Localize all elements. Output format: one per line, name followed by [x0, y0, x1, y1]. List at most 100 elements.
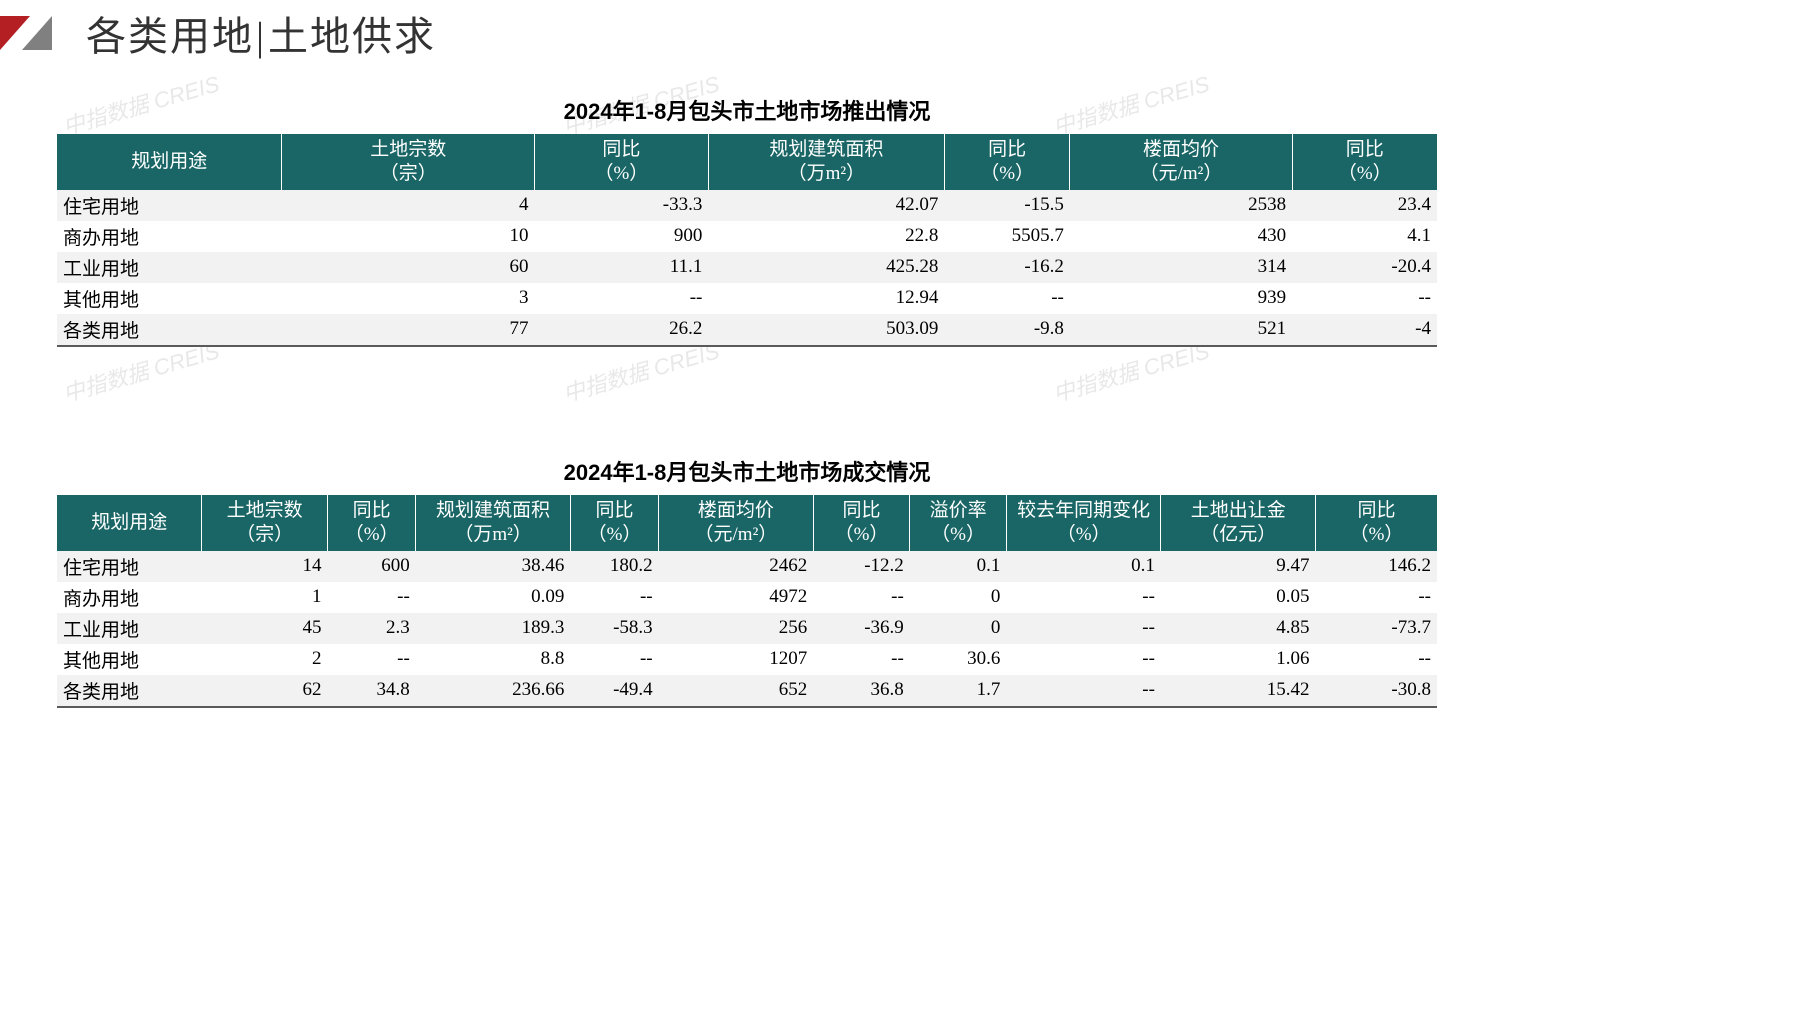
cell-value: -49.4	[570, 675, 658, 707]
cell-value: --	[327, 582, 415, 613]
cell-value: 62	[202, 675, 328, 707]
cell-value: 1.06	[1161, 644, 1316, 675]
column-header: 同比（%）	[570, 495, 658, 551]
cell-value: --	[813, 644, 910, 675]
column-header-line1: 同比	[988, 139, 1026, 160]
column-header: 溢价率（%）	[910, 495, 1007, 551]
table-header-row: 规划用途土地宗数（宗）同比（%）规划建筑面积（万m²）同比（%）楼面均价（元/m…	[57, 495, 1437, 551]
column-header-line1: 规划用途	[131, 151, 207, 172]
column-header-line1: 规划建筑面积	[769, 139, 883, 160]
column-header: 较去年同期变化（%）	[1006, 495, 1161, 551]
cell-value: 12.94	[708, 283, 944, 314]
cell-value: 0	[910, 613, 1007, 644]
cell-value: --	[1292, 283, 1437, 314]
column-header-line2: （%）	[816, 523, 908, 547]
cell-value: 256	[659, 613, 814, 644]
cell-value: 503.09	[708, 314, 944, 346]
cell-value: 14	[202, 551, 328, 582]
column-header-line1: 溢价率	[930, 500, 987, 521]
cell-value: 900	[534, 221, 708, 252]
column-header: 同比（%）	[327, 495, 415, 551]
cell-value: 8.8	[416, 644, 571, 675]
cell-value: -33.3	[534, 190, 708, 221]
table-row: 商办用地1090022.85505.74304.1	[57, 221, 1437, 252]
cell-value: 939	[1070, 283, 1292, 314]
cell-value: -30.8	[1315, 675, 1437, 707]
cell-value: 26.2	[534, 314, 708, 346]
table-row: 工业用地452.3189.3-58.3256-36.90--4.85-73.7	[57, 613, 1437, 644]
cell-value: 0	[910, 582, 1007, 613]
title-separator: |	[256, 14, 266, 59]
page-title: 各类用地|土地供求	[86, 4, 436, 62]
supply-section: 2024年1-8月包头市土地市场推出情况 规划用途土地宗数（宗）同比（%）规划建…	[57, 94, 1437, 347]
deal-section: 2024年1-8月包头市土地市场成交情况 规划用途土地宗数（宗）同比（%）规划建…	[57, 455, 1437, 708]
column-header-line1: 同比	[602, 139, 640, 160]
column-header-line1: 同比	[1357, 500, 1395, 521]
cell-value: -20.4	[1292, 252, 1437, 283]
column-header-line1: 较去年同期变化	[1017, 500, 1150, 521]
supply-table: 规划用途土地宗数（宗）同比（%）规划建筑面积（万m²）同比（%）楼面均价（元/m…	[57, 134, 1437, 347]
cell-value: 4.85	[1161, 613, 1316, 644]
logo-icon	[0, 16, 60, 50]
cell-value: 30.6	[910, 644, 1007, 675]
column-header-line2: （亿元）	[1163, 523, 1313, 547]
table-row: 工业用地6011.1425.28-16.2314-20.4	[57, 252, 1437, 283]
cell-value: 9.47	[1161, 551, 1316, 582]
column-header-line1: 规划建筑面积	[436, 500, 550, 521]
row-label: 各类用地	[57, 675, 202, 707]
row-label: 商办用地	[57, 582, 202, 613]
cell-value: 3	[282, 283, 535, 314]
column-header-line2: （%）	[1295, 162, 1435, 186]
row-label: 商办用地	[57, 221, 282, 252]
column-header-line2: （宗）	[284, 162, 532, 186]
row-label: 各类用地	[57, 314, 282, 346]
cell-value: -15.5	[944, 190, 1070, 221]
row-label: 工业用地	[57, 252, 282, 283]
cell-value: 236.66	[416, 675, 571, 707]
cell-value: 521	[1070, 314, 1292, 346]
cell-value: 2462	[659, 551, 814, 582]
deal-table: 规划用途土地宗数（宗）同比（%）规划建筑面积（万m²）同比（%）楼面均价（元/m…	[57, 495, 1437, 708]
column-header: 同比（%）	[813, 495, 910, 551]
cell-value: 42.07	[708, 190, 944, 221]
column-header-line1: 同比	[595, 500, 633, 521]
cell-value: 146.2	[1315, 551, 1437, 582]
column-header-line1: 土地出让金	[1191, 500, 1286, 521]
cell-value: 0.05	[1161, 582, 1316, 613]
cell-value: 189.3	[416, 613, 571, 644]
row-label: 工业用地	[57, 613, 202, 644]
cell-value: 425.28	[708, 252, 944, 283]
cell-value: 4	[282, 190, 535, 221]
cell-value: --	[570, 644, 658, 675]
table-row: 其他用地2--8.8--1207--30.6--1.06--	[57, 644, 1437, 675]
column-header-line1: 楼面均价	[1143, 139, 1219, 160]
cell-value: -4	[1292, 314, 1437, 346]
column-header-line1: 规划用途	[91, 512, 167, 533]
cell-value: 23.4	[1292, 190, 1437, 221]
cell-value: 5505.7	[944, 221, 1070, 252]
cell-value: -36.9	[813, 613, 910, 644]
cell-value: --	[1006, 675, 1161, 707]
cell-value: --	[570, 582, 658, 613]
table-row: 商办用地1--0.09--4972--0--0.05--	[57, 582, 1437, 613]
cell-value: 1207	[659, 644, 814, 675]
cell-value: 60	[282, 252, 535, 283]
row-label: 住宅用地	[57, 551, 202, 582]
cell-value: 4972	[659, 582, 814, 613]
row-label: 住宅用地	[57, 190, 282, 221]
column-header-line1: 楼面均价	[698, 500, 774, 521]
slide-header: 各类用地|土地供求	[0, 4, 436, 62]
cell-value: 600	[327, 551, 415, 582]
cell-value: --	[534, 283, 708, 314]
column-header-line2: （元/m²）	[661, 523, 811, 547]
column-header: 同比（%）	[1292, 134, 1437, 190]
cell-value: 10	[282, 221, 535, 252]
title-part2: 土地供求	[268, 14, 436, 59]
column-header-line2: （%）	[1009, 523, 1159, 547]
column-header-line2: （%）	[573, 523, 656, 547]
column-header: 规划用途	[57, 495, 202, 551]
cell-value: 2538	[1070, 190, 1292, 221]
cell-value: -9.8	[944, 314, 1070, 346]
column-header-line1: 同比	[842, 500, 880, 521]
column-header-line2: （%）	[537, 162, 706, 186]
